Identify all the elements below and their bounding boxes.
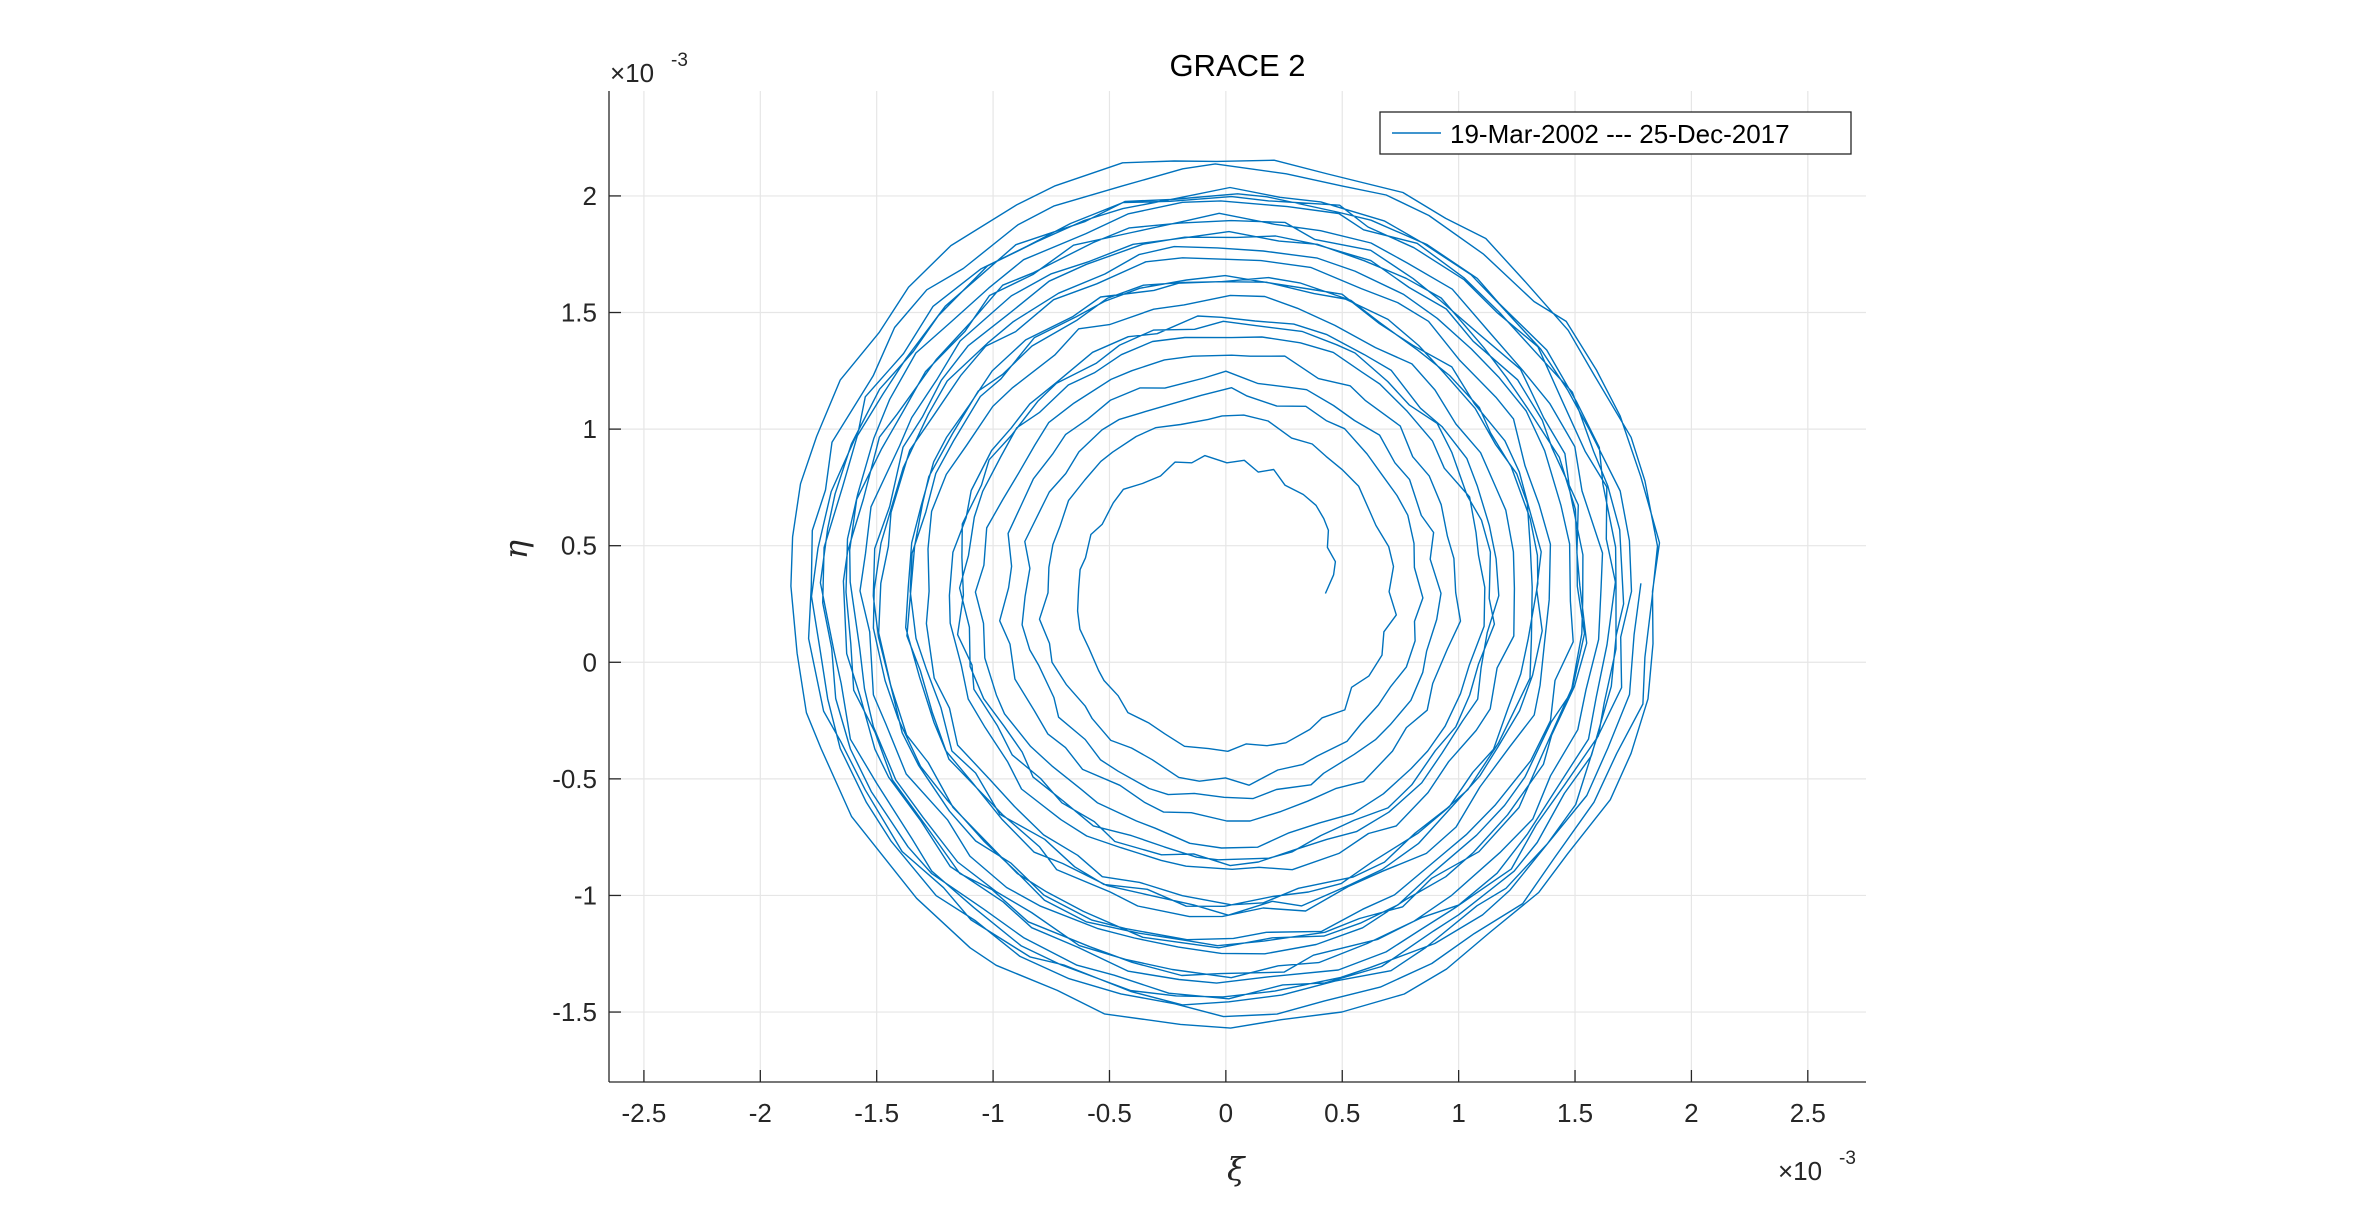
x-exponent-power: -3 <box>1839 1148 1856 1169</box>
y-exponent-base: ×10 <box>610 58 654 88</box>
x-tick-label: 0.5 <box>1324 1098 1360 1128</box>
y-tick-label: -0.5 <box>552 764 597 794</box>
x-axis-label: ξ <box>1227 1150 1246 1188</box>
ticks: -2.5 -2 -1.5 -1 -0.5 0 0.5 1 1.5 2 2.5 -1.5 -1 -0.5 0 0… <box>552 181 1826 1128</box>
legend-box <box>1379 111 1852 155</box>
x-tick-label: -0.5 <box>1087 1098 1132 1128</box>
legend-entry-label: 19-Mar-2002 --- 25-Dec-2017 <box>1450 119 1790 149</box>
x-tick-label: 0 <box>1219 1098 1233 1128</box>
y-axis-exponent: ×10 -3 <box>610 50 688 88</box>
x-exponent-base: ×10 <box>1778 1156 1822 1186</box>
chart-title: GRACE 2 <box>1169 48 1305 83</box>
series-line-0 <box>790 159 1661 1029</box>
y-tick-label: 0.5 <box>561 531 597 561</box>
x-tick-label: -1.5 <box>854 1098 899 1128</box>
x-tick-label: -1 <box>982 1098 1005 1128</box>
x-tick-label: 2.5 <box>1790 1098 1826 1128</box>
x-tick-label: 1.5 <box>1557 1098 1593 1128</box>
x-axis-exponent: ×10 -3 <box>1778 1148 1856 1186</box>
y-tick-label: 2 <box>583 181 597 211</box>
legend: 19-Mar-2002 --- 25-Dec-2017 <box>1379 111 1852 155</box>
y-tick-label: 1.5 <box>561 298 597 328</box>
y-tick-label: 0 <box>583 647 597 677</box>
y-axis-label: η <box>497 540 535 559</box>
y-tick-label: -1 <box>574 880 597 910</box>
y-tick-label: 1 <box>583 414 597 444</box>
plot-area <box>609 91 1866 1082</box>
x-tick-label: -2.5 <box>622 1098 667 1128</box>
axes <box>608 91 1866 1083</box>
series-layer <box>790 159 1661 1029</box>
y-exponent-power: -3 <box>671 50 688 71</box>
x-tick-label: 2 <box>1684 1098 1698 1128</box>
grid <box>609 91 1866 1082</box>
y-tick-label: -1.5 <box>552 997 597 1027</box>
x-tick-label: 1 <box>1451 1098 1465 1128</box>
x-tick-label: -2 <box>749 1098 772 1128</box>
